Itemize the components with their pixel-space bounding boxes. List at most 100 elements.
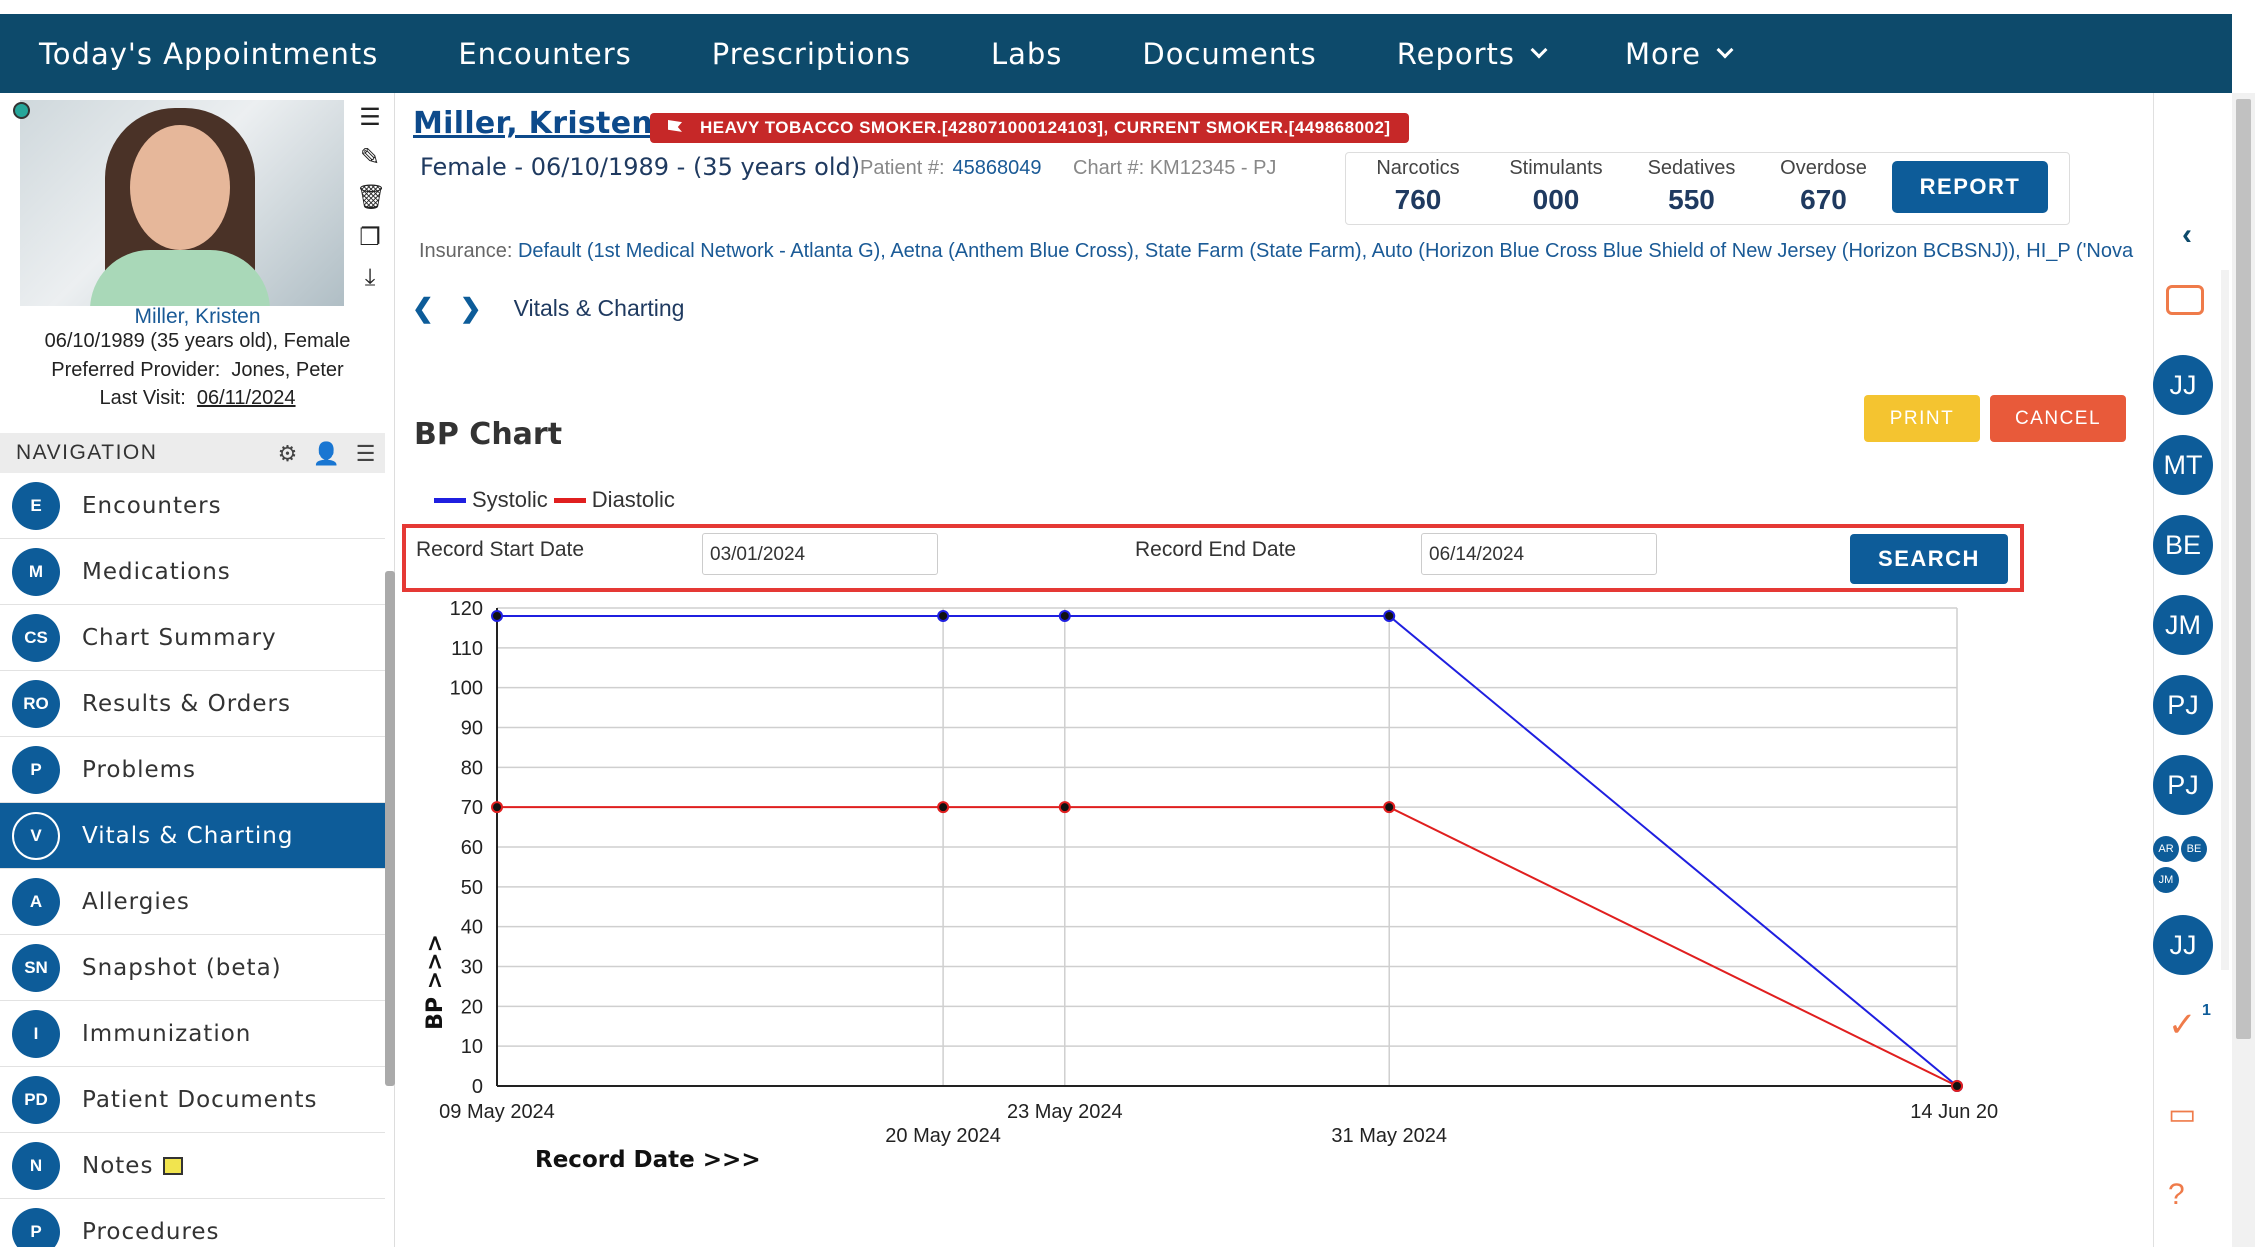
legend-diastolic: Diastolic (553, 487, 675, 513)
y-tick-label: 0 (472, 1076, 483, 1098)
sidebar-item-badge: M (12, 547, 60, 596)
sidebar-item-problems[interactable]: P Problems (0, 737, 385, 803)
last-visit-label: Last Visit: (99, 387, 186, 409)
y-tick-label: 50 (461, 877, 483, 899)
topnav-encounters[interactable]: Encounters (458, 37, 631, 71)
data-point-diastolic (1383, 801, 1396, 814)
sticky-note-icon[interactable] (163, 1156, 184, 1175)
team-mini-avatar[interactable]: BE (2181, 836, 2207, 862)
page-title: BP Chart (414, 417, 563, 452)
team-avatar[interactable]: BE (2153, 515, 2213, 575)
topnav-label: Reports (1396, 36, 1516, 71)
navigation-header: NAVIGATION ⚙ 👤 ☰ (0, 433, 385, 473)
y-tick-label: 70 (461, 797, 483, 819)
report-button[interactable]: REPORT (1892, 161, 2048, 213)
sidebar-item-label: Medications (82, 558, 231, 585)
topnav-label: Prescriptions (711, 36, 911, 71)
task-count-badge: 1 (2202, 1002, 2211, 1019)
gear-icon[interactable]: ⚙ (277, 441, 299, 466)
sidebar-item-allergies[interactable]: A Allergies (0, 869, 385, 935)
patient-name-link[interactable]: Miller, Kristen (134, 305, 261, 328)
insurance-value[interactable]: Default (1st Medical Network - Atlanta G… (517, 240, 2134, 262)
print-button[interactable]: PRINT (1864, 395, 1980, 442)
sidebar-item-label: Encounters (82, 492, 222, 519)
x-tick-label: 23 May 2024 (1007, 1101, 1123, 1123)
preferred-provider-value: Jones, Peter (231, 359, 344, 381)
chevron-down-icon (1530, 41, 1548, 58)
topnav-documents[interactable]: Documents (1142, 37, 1316, 71)
sidebar-item-encounters[interactable]: E Encounters (0, 473, 385, 539)
sidebar-item-medications[interactable]: M Medications (0, 539, 385, 605)
flag-icon (668, 120, 682, 134)
copy-icon[interactable]: ❐ (359, 224, 381, 251)
search-button[interactable]: SEARCH (1850, 534, 2008, 584)
list-icon[interactable]: ☰ (359, 104, 381, 131)
data-point-diastolic (491, 801, 503, 814)
sidebar-item-label: Immunization (82, 1020, 252, 1047)
x-tick-label: 31 May 2024 (1331, 1125, 1447, 1147)
trash-icon[interactable]: 🗑 (356, 184, 387, 211)
sidebar-item-badge: CS (12, 613, 60, 662)
data-point-systolic (1058, 609, 1071, 622)
count-value: 550 (1668, 184, 1715, 215)
sidebar-item-badge: E (12, 481, 60, 530)
topnav-today-s-appointments[interactable]: Today's Appointments (39, 37, 378, 71)
team-avatar[interactable]: JJ (2153, 915, 2213, 975)
data-point-diastolic (1058, 801, 1071, 814)
topnav-labs[interactable]: Labs (991, 37, 1062, 71)
team-avatar[interactable]: PJ (2153, 755, 2213, 815)
sidebar-item-badge: RO (12, 679, 60, 728)
end-date-input[interactable]: 06/14/2024 (1421, 533, 1657, 575)
cancel-button[interactable]: CANCEL (1990, 395, 2126, 442)
count-value: 760 (1394, 184, 1442, 215)
patient-name-header[interactable]: Miller, Kristen (413, 106, 654, 141)
chat-icon[interactable] (2166, 285, 2204, 315)
page-scrollbar[interactable] (2232, 93, 2255, 1247)
preferred-provider: Preferred Provider: Jones, Peter (0, 359, 395, 382)
x-tick-label: 20 May 2024 (885, 1125, 1001, 1147)
patient-number-value[interactable]: 45868049 (952, 157, 1042, 179)
team-mini-avatar[interactable]: AR (2153, 836, 2179, 862)
navigation-scrollbar[interactable] (385, 571, 395, 1086)
message-icon[interactable]: ▭ (2168, 1098, 2197, 1131)
sidebar-item-label: Allergies (82, 888, 190, 915)
topnav-prescriptions[interactable]: Prescriptions (712, 37, 911, 71)
team-avatar[interactable]: MT (2153, 435, 2213, 495)
download-icon[interactable]: ⤓ (364, 264, 376, 291)
start-date-input[interactable]: 03/01/2024 (702, 533, 938, 575)
forward-arrow-icon[interactable]: ❯ (459, 293, 482, 323)
sidebar-item-label: Patient Documents (82, 1086, 318, 1113)
edit-icon[interactable]: ✎ (359, 144, 381, 171)
count-label: Sedatives (1647, 157, 1736, 179)
tasks-check-icon[interactable]: ✓ (2168, 1006, 2197, 1044)
team-avatar[interactable]: JM (2153, 595, 2213, 655)
sidebar-item-immunization[interactable]: I Immunization (0, 1001, 385, 1067)
sidebar-item-vitals-charting[interactable]: V Vitals & Charting (0, 803, 385, 869)
team-avatar[interactable]: PJ (2153, 675, 2213, 735)
topnav-more[interactable]: More (1625, 37, 1734, 71)
list-view-icon[interactable]: ☰ (355, 441, 377, 466)
user-icon[interactable]: 👤 (312, 441, 342, 466)
sidebar-item-results-orders[interactable]: RO Results & Orders (0, 671, 385, 737)
x-tick-label: 14 Jun 20. (1910, 1101, 2000, 1123)
sidebar-item-badge: P (12, 1207, 60, 1247)
preferred-provider-label: Preferred Provider: (51, 359, 221, 381)
team-avatar[interactable]: JJ (2153, 355, 2213, 415)
team-mini-avatar[interactable]: JM (2153, 867, 2179, 893)
back-arrow-icon[interactable]: ❮ (412, 293, 434, 323)
topnav-label: Labs (990, 36, 1063, 71)
sidebar-item-snapshot-beta[interactable]: SN Snapshot (beta) (0, 935, 385, 1001)
sidebar-item-patient-documents[interactable]: PD Patient Documents (0, 1067, 385, 1133)
sidebar-item-label: Chart Summary (82, 624, 277, 651)
sidebar-item-notes[interactable]: N Notes (0, 1133, 385, 1199)
page-scrollbar-thumb[interactable] (2236, 99, 2251, 1039)
sidebar-item-procedures[interactable]: P Procedures (0, 1199, 385, 1247)
sidebar-item-chart-summary[interactable]: CS Chart Summary (0, 605, 385, 671)
collapse-chevron-icon[interactable]: ‹ (2182, 218, 2192, 251)
last-visit-value[interactable]: 06/11/2024 (196, 387, 296, 409)
topnav-reports[interactable]: Reports (1396, 36, 1548, 71)
patient-number-label: Patient #: (860, 157, 945, 179)
rail-scrollbar[interactable] (2221, 270, 2229, 970)
breadcrumb-title: Vitals & Charting (513, 295, 685, 321)
help-icon[interactable]: ? (2168, 1178, 2185, 1211)
